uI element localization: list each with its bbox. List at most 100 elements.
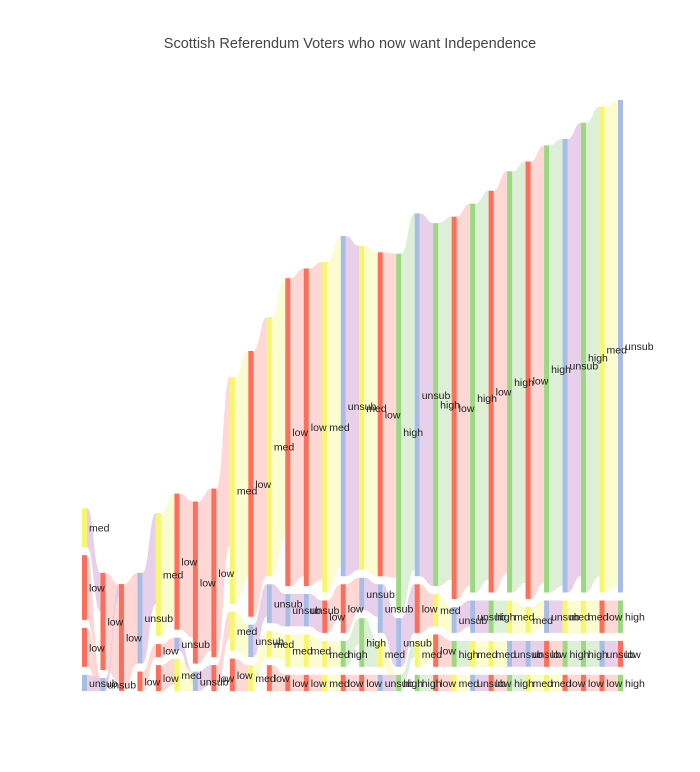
sankey-node-low[interactable] — [285, 674, 291, 691]
sankey-node-low[interactable] — [340, 584, 346, 633]
sankey-node-low[interactable] — [118, 584, 124, 691]
sankey-node-med[interactable] — [581, 600, 587, 633]
sankey-node-low[interactable] — [229, 658, 235, 691]
sankey-node-med[interactable] — [322, 674, 328, 691]
sankey-node-high[interactable] — [470, 203, 476, 593]
sankey-node-unsub[interactable] — [451, 606, 457, 633]
sankey-node-low[interactable] — [303, 268, 309, 586]
sankey-node-low[interactable] — [525, 161, 531, 599]
sankey-node-high[interactable] — [581, 640, 587, 667]
sankey-node-low[interactable] — [340, 674, 346, 691]
sankey-node-low[interactable] — [285, 278, 291, 586]
sankey-node-low[interactable] — [211, 488, 217, 658]
sankey-node-low[interactable] — [137, 671, 143, 691]
sankey-node-unsub[interactable] — [377, 674, 383, 691]
sankey-node-unsub[interactable] — [562, 138, 568, 593]
sankey-node-high[interactable] — [618, 600, 623, 633]
sankey-node-med[interactable] — [155, 513, 161, 637]
sankey-node-low[interactable] — [618, 640, 623, 667]
sankey-node-med[interactable] — [433, 594, 439, 627]
sankey-node-med[interactable] — [229, 611, 235, 651]
sankey-node-low[interactable] — [322, 600, 328, 633]
sankey-node-low[interactable] — [174, 493, 180, 630]
sankey-node-low[interactable] — [599, 674, 605, 691]
sankey-node-high[interactable] — [451, 640, 457, 667]
sankey-node-high[interactable] — [507, 674, 513, 691]
sankey-node-unsub[interactable] — [599, 640, 605, 667]
sankey-node-low[interactable] — [599, 600, 605, 633]
sankey-node-high[interactable] — [488, 600, 494, 633]
sankey-node-unsub[interactable] — [544, 600, 550, 633]
sankey-node-unsub[interactable] — [266, 584, 272, 624]
sankey-node-low[interactable] — [155, 665, 161, 691]
sankey-node-med[interactable] — [525, 606, 531, 633]
sankey-node-unsub[interactable] — [507, 640, 513, 667]
sankey-node-unsub[interactable] — [100, 678, 106, 691]
sankey-node-med[interactable] — [544, 674, 550, 691]
sankey-node-unsub[interactable] — [303, 594, 309, 627]
sankey-node-low[interactable] — [433, 634, 439, 667]
sankey-node-med[interactable] — [507, 600, 513, 633]
sankey-node-low[interactable] — [433, 674, 439, 691]
sankey-node-med[interactable] — [266, 317, 272, 577]
sankey-node-med[interactable] — [470, 640, 476, 667]
sankey-node-med[interactable] — [285, 634, 291, 667]
sankey-node-med[interactable] — [229, 376, 235, 604]
sankey-node-unsub[interactable] — [618, 100, 623, 593]
sankey-node-high[interactable] — [618, 674, 623, 691]
sankey-node-low[interactable] — [359, 674, 365, 691]
sankey-node-low[interactable] — [155, 644, 161, 658]
sankey-node-low[interactable] — [451, 216, 457, 599]
sankey-node-unsub[interactable] — [396, 618, 402, 667]
sankey-node-low[interactable] — [82, 555, 87, 620]
sankey-node-unsub[interactable] — [470, 600, 476, 633]
sankey-node-low[interactable] — [488, 190, 494, 593]
sankey-node-unsub[interactable] — [248, 624, 254, 658]
sankey-node-med[interactable] — [174, 658, 180, 691]
sankey-node-med[interactable] — [322, 262, 328, 593]
sankey-node-med[interactable] — [414, 640, 420, 667]
sankey-node-med[interactable] — [248, 665, 254, 691]
sankey-node-high[interactable] — [433, 223, 439, 586]
sankey-node-high[interactable] — [340, 640, 346, 667]
sankey-node-unsub[interactable] — [137, 572, 143, 664]
sankey-node-high[interactable] — [507, 171, 513, 593]
sankey-node-unsub[interactable] — [174, 637, 180, 651]
sankey-node-unsub[interactable] — [192, 671, 198, 691]
sankey-node-low[interactable] — [100, 572, 106, 671]
sankey-node-low[interactable] — [82, 627, 87, 667]
sankey-node-med[interactable] — [322, 640, 328, 667]
sankey-node-unsub[interactable] — [359, 577, 365, 611]
sankey-node-high[interactable] — [396, 253, 402, 611]
sankey-node-unsub[interactable] — [82, 674, 87, 691]
sankey-node-unsub[interactable] — [340, 236, 346, 577]
sankey-node-med[interactable] — [82, 508, 87, 548]
sankey-node-med[interactable] — [599, 106, 605, 593]
sankey-node-med[interactable] — [303, 634, 309, 667]
sankey-node-low[interactable] — [248, 351, 254, 617]
sankey-node-low[interactable] — [488, 674, 494, 691]
sankey-node-med[interactable] — [266, 631, 272, 658]
sankey-node-unsub[interactable] — [414, 213, 420, 577]
sankey-node-low[interactable] — [562, 674, 568, 691]
sankey-node-med[interactable] — [525, 674, 531, 691]
sankey-node-high[interactable] — [396, 674, 402, 691]
sankey-node-low[interactable] — [377, 252, 383, 577]
sankey-node-low[interactable] — [414, 584, 420, 633]
sankey-node-high[interactable] — [562, 640, 568, 667]
sankey-node-low[interactable] — [581, 674, 587, 691]
sankey-node-low[interactable] — [303, 674, 309, 691]
sankey-node-unsub[interactable] — [470, 674, 476, 691]
sankey-node-med[interactable] — [562, 600, 568, 633]
sankey-node-low[interactable] — [192, 501, 198, 664]
sankey-node-med[interactable] — [359, 245, 365, 570]
sankey-node-high[interactable] — [581, 122, 587, 593]
sankey-node-high[interactable] — [414, 674, 420, 691]
sankey-node-unsub[interactable] — [525, 640, 531, 667]
sankey-node-unsub[interactable] — [377, 584, 383, 633]
sankey-node-high[interactable] — [544, 145, 550, 593]
sankey-node-unsub[interactable] — [285, 594, 291, 627]
sankey-node-med[interactable] — [451, 674, 457, 691]
sankey-node-low[interactable] — [211, 665, 217, 691]
sankey-node-low[interactable] — [266, 665, 272, 691]
